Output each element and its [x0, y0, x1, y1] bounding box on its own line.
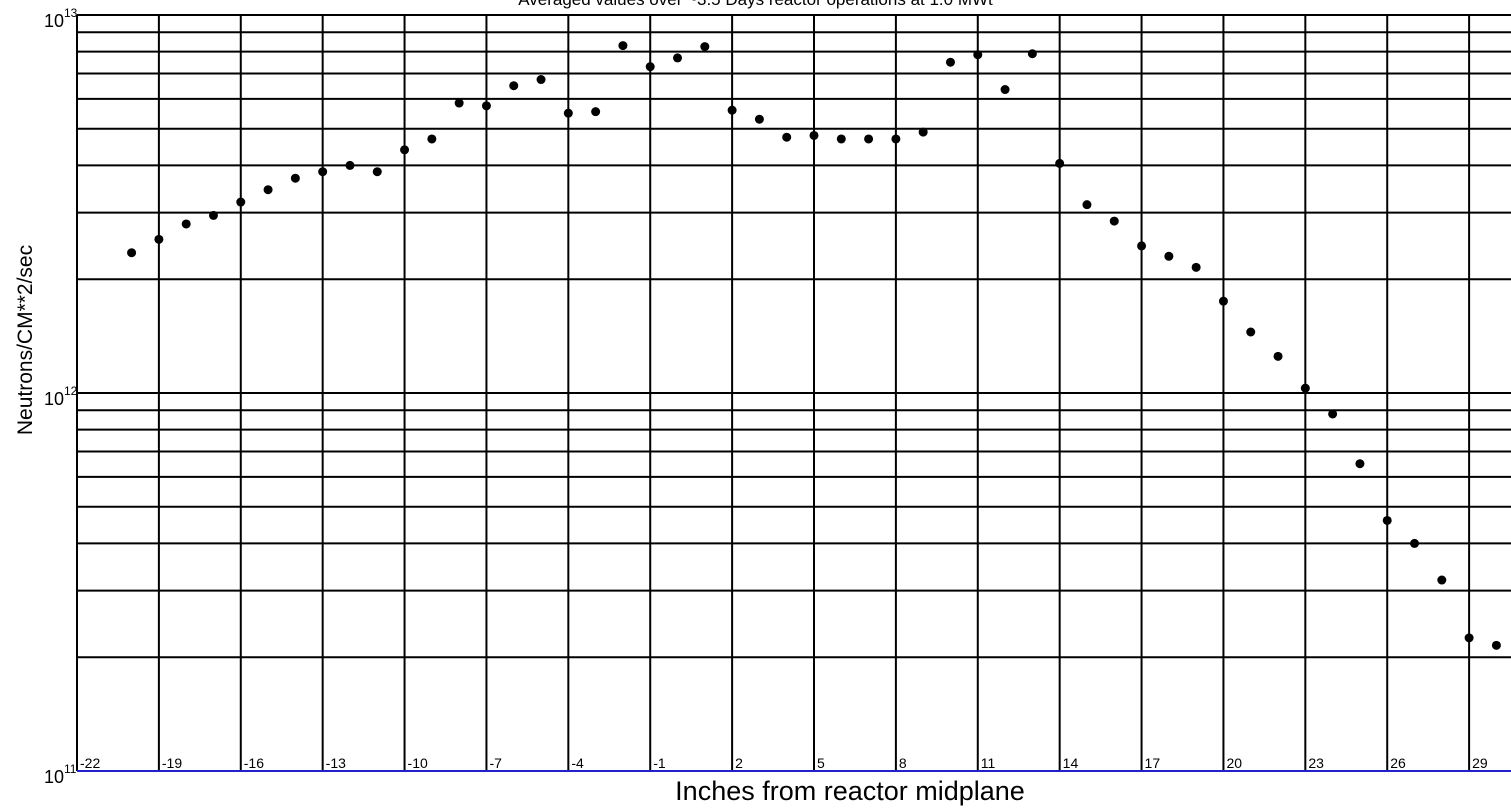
x-tick-label: 5: [817, 755, 825, 771]
y-axis-label: Neutrons/CM**2/sec: [14, 244, 37, 436]
data-point: [563, 108, 573, 118]
y-tick-label-exponent: 12: [64, 384, 78, 398]
x-tick-label: -19: [162, 755, 182, 771]
x-axis-label: Inches from reactor midplane: [675, 776, 1025, 806]
data-point: [1109, 216, 1119, 226]
tick-labels: -22-19-16-13-10-7-4-12581114172023262932…: [44, 6, 1488, 787]
data-point: [918, 127, 928, 137]
data-point: [973, 50, 983, 60]
data-point: [400, 145, 410, 155]
data-point: [945, 57, 955, 67]
data-point: [754, 114, 764, 124]
data-point: [1273, 351, 1283, 361]
data-point: [1355, 459, 1365, 469]
x-tick-label: 26: [1390, 755, 1406, 771]
data-point: [1382, 515, 1392, 525]
data-point: [700, 42, 710, 52]
data-point: [891, 134, 901, 144]
y-tick-label-exponent: 11: [64, 762, 77, 776]
x-tick-label: 23: [1308, 755, 1324, 771]
data-point: [1491, 640, 1501, 650]
data-point: [454, 98, 464, 108]
y-tick-label-base: 10: [44, 389, 64, 409]
data-point: [836, 134, 846, 144]
data-point: [1027, 49, 1037, 59]
data-point: [127, 248, 137, 258]
x-tick-label: 8: [899, 755, 907, 771]
data-point: [509, 81, 519, 91]
data-point: [618, 41, 628, 51]
x-tick-label: -22: [80, 755, 100, 771]
data-point: [318, 167, 328, 177]
data-point: [1055, 158, 1065, 168]
data-point: [481, 101, 491, 111]
data-point: [372, 167, 382, 177]
chart-title: Averaged values over ~3.5 Days reactor o…: [0, 0, 1511, 10]
x-tick-label: -13: [326, 755, 346, 771]
data-point: [181, 219, 191, 229]
x-tick-label: -10: [408, 755, 428, 771]
data-point: [1464, 633, 1474, 643]
x-tick-label: 20: [1226, 755, 1242, 771]
data-point: [1000, 85, 1010, 95]
data-point: [864, 134, 874, 144]
data-point: [1218, 296, 1228, 306]
data-points: [127, 41, 1501, 650]
data-point: [727, 105, 737, 115]
data-point: [345, 160, 355, 170]
y-tick-label-base: 10: [44, 767, 64, 787]
data-point: [673, 53, 683, 63]
data-point: [809, 130, 819, 140]
data-point: [536, 75, 546, 85]
x-tick-label: -1: [653, 755, 666, 771]
x-tick-label: 11: [981, 755, 996, 771]
x-tick-label: 14: [1063, 755, 1079, 771]
data-point: [591, 107, 601, 117]
data-point: [208, 210, 218, 220]
data-point: [236, 197, 246, 207]
data-point: [1191, 262, 1201, 272]
data-point: [782, 132, 792, 142]
data-point: [1300, 383, 1310, 393]
data-point: [1410, 538, 1420, 548]
data-point: [1246, 327, 1256, 337]
y-tick-label-base: 10: [44, 11, 64, 31]
x-tick-label: 17: [1145, 755, 1161, 771]
x-tick-label: -16: [244, 755, 264, 771]
plot-grid: [76, 14, 1511, 772]
x-tick-label: 2: [735, 755, 743, 771]
data-point: [1164, 251, 1174, 261]
y-tick-label-exponent: 13: [64, 6, 78, 20]
data-point: [1437, 575, 1447, 585]
data-point: [263, 185, 273, 195]
data-point: [1328, 409, 1338, 419]
data-point: [645, 62, 655, 72]
x-tick-label: -4: [571, 755, 584, 771]
data-point: [290, 173, 300, 183]
data-point: [1082, 200, 1092, 210]
x-tick-label: -7: [489, 755, 502, 771]
x-tick-label: 29: [1472, 755, 1488, 771]
data-point: [154, 234, 164, 244]
data-point: [1137, 241, 1147, 251]
data-point: [427, 134, 437, 144]
